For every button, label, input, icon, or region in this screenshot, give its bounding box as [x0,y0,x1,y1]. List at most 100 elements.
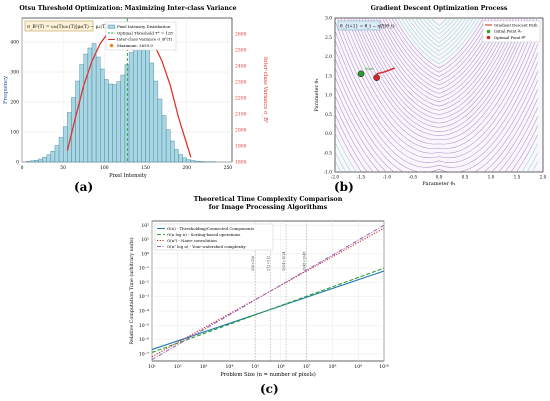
y2-tick-label: 1800 [235,160,247,166]
contour-line [422,18,456,35]
x-tick-label: -0.5 [409,176,418,181]
histogram-bar [149,62,154,163]
y-tick-label: -1.0 [324,171,333,176]
contour-line [355,18,523,124]
annotation-start: Start [365,67,374,71]
chart-b-gradient-descent: Gradient Descent Optimization Process -1.… [314,5,547,187]
size-marker-label: 256×256 [251,256,255,271]
contour-line [343,18,535,140]
panel-label-c: (c) [260,382,279,396]
legend-entry: Pixel Intensity Distribution [117,24,171,29]
formula-text: σ_B²(T) = ω₀(T)ω₁(T)[μ₀(T) − μ₁(T)]² [27,23,111,30]
x-tick-label: 10¹ [148,364,156,370]
contour-line [335,95,539,172]
y-tick-label: 10² [141,223,149,229]
series-line [151,224,385,361]
contour-line [430,18,448,27]
legend-swatch-optimal [486,35,491,40]
y-tick-label: 10⁻² [139,280,149,286]
histogram-bar [79,64,84,163]
x-tick-label: 10⁴ [225,364,233,370]
y-tick-label: 1.5 [325,74,332,79]
y2-axis-label: Inter-class Variance σ_B² [262,57,268,123]
legend-box [105,21,177,51]
contour-line [418,18,460,39]
formula-box [24,20,94,32]
contour-line [349,18,529,132]
legend-entry: Inter-class Variance σ_B²(T) [117,37,173,42]
legend-entry: O(n log n) - Sorting-based operations [167,232,240,237]
x-tick-label: 0.5 [462,176,469,181]
y2-tick-label: 2100 [235,112,247,118]
panel-label-b: (b) [334,180,354,194]
initial-point-marker [357,70,365,78]
chart-title: Gradient Descent Optimization Process [371,5,508,12]
histogram-bar [34,159,39,163]
histogram-bar [58,137,64,163]
contour-line [426,18,452,31]
contour-line [335,86,539,172]
contour-line [401,18,477,60]
histogram-bar [190,160,196,163]
y-tick-label: 300 [10,70,19,76]
contour-line [335,76,539,172]
chart-c-complexity: Theoretical Time Complexity Comparisonfo… [128,195,389,378]
histogram-bar [186,159,192,163]
gradient-path [376,67,396,75]
y-tick-label: 10⁻⁷ [139,351,149,357]
y-tick-label: 0 [16,160,19,166]
x-tick-label: 10⁸ [329,364,337,370]
y-tick-label: 10⁻³ [139,294,149,300]
size-marker-label: 1024×1024 [282,251,286,271]
x-tick-label: 100 [100,165,109,171]
histogram-bar [182,157,187,163]
histogram-bar [194,160,200,163]
y-axis-label: Parameter θ₂ [314,78,320,111]
y-tick-label: 100 [10,130,19,136]
contour-line [414,18,464,43]
histogram-bar [178,154,183,163]
histogram-bar [108,83,113,163]
histogram-bar [157,98,163,163]
histogram-bar [141,37,146,163]
x-axis-label: Problem Size (n = number of pixels) [220,371,316,378]
optimal-point-marker [373,74,380,81]
legend-entry: Optimal Threshold T* = 128 [117,30,173,35]
contour-line [378,18,500,90]
size-marker-label: 512×512 [267,256,271,271]
x-tick-label: 0.0 [436,176,443,181]
y-axis-label: Relative Computation Time (arbitrary uni… [128,237,135,344]
contour-line [358,18,520,120]
legend-entry: O(n²) - Naive convolution [167,238,217,243]
x-tick-label: -2.0 [331,176,340,181]
histogram-bar [25,161,31,163]
contour-line [372,18,506,98]
x-tick-label: 10⁶ [277,364,285,370]
contour-line [375,18,503,94]
x-tick-label: 2.0 [540,176,547,181]
histogram-bar [145,47,150,163]
y-tick-label: 10⁻⁴ [139,309,149,315]
legend-entry: O(n) - Thresholding/Connected Components [167,226,254,231]
formula-box [337,20,381,31]
histogram-bar [62,126,68,163]
size-marker-label: 2048×2048 [303,251,307,271]
x-tick-label: 10³ [200,364,208,370]
x-tick-label: 0 [21,165,24,171]
contour-line [391,18,487,73]
histogram-bar [83,53,89,163]
contour-group [335,18,539,172]
y2-tick-label: 1900 [235,144,247,150]
histogram-bar [170,140,175,163]
series-line [151,267,385,353]
y-tick-label: 0.0 [325,132,332,137]
x-tick-label: -1.5 [357,176,366,181]
y-tick-label: 2.5 [325,36,332,41]
x-tick-label: 1.5 [514,176,521,181]
formula-text: θ_{t+1} = θ_t − η∇J(θ_t) [340,24,395,29]
contour-line [340,18,538,145]
histogram-bar [161,115,167,163]
contour-line [335,104,539,172]
plot-area [334,17,544,173]
x-tick-label: 250 [224,165,233,171]
